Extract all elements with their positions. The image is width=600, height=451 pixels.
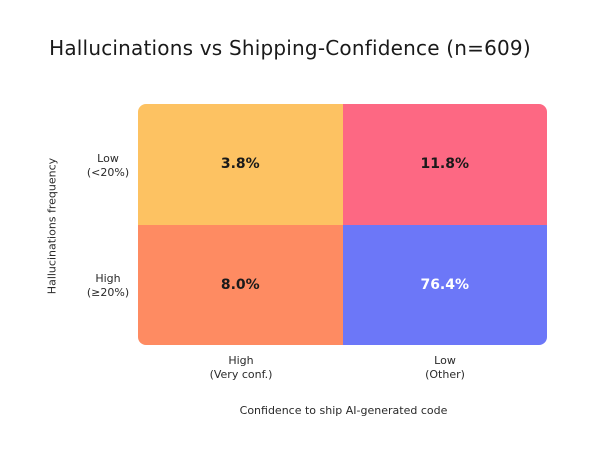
x-tick-label-low: Low (Other) [425, 354, 465, 381]
heatmap-cell-hallu-high-conf-high: 8.0% [138, 224, 343, 345]
y-tick-label-low: Low (<20%) [86, 152, 130, 179]
y-axis-label: Hallucinations frequency [45, 157, 59, 295]
heatmap-cell-hallu-low-conf-low: 11.8% [342, 104, 547, 225]
heatmap-cell-value: 8.0% [220, 276, 260, 293]
y-tick-label-high: High (≥20%) [86, 272, 130, 299]
heatmap-cell-hallu-low-conf-high: 3.8% [138, 104, 343, 225]
x-axis-label: Confidence to ship AI-generated code [239, 404, 448, 417]
chart-title: Hallucinations vs Shipping-Confidence (n… [49, 36, 531, 60]
x-tick-label-high: High (Very conf.) [209, 354, 273, 381]
heatmap-cell-value: 11.8% [420, 156, 470, 173]
heatmap-cell-value: 76.4% [420, 276, 470, 293]
heatmap-cell-hallu-high-conf-low: 76.4% [342, 224, 547, 345]
heatmap-cell-value: 3.8% [220, 156, 260, 173]
heatmap-grid: 3.8% 11.8% 8.0% 76.4% [138, 104, 547, 345]
